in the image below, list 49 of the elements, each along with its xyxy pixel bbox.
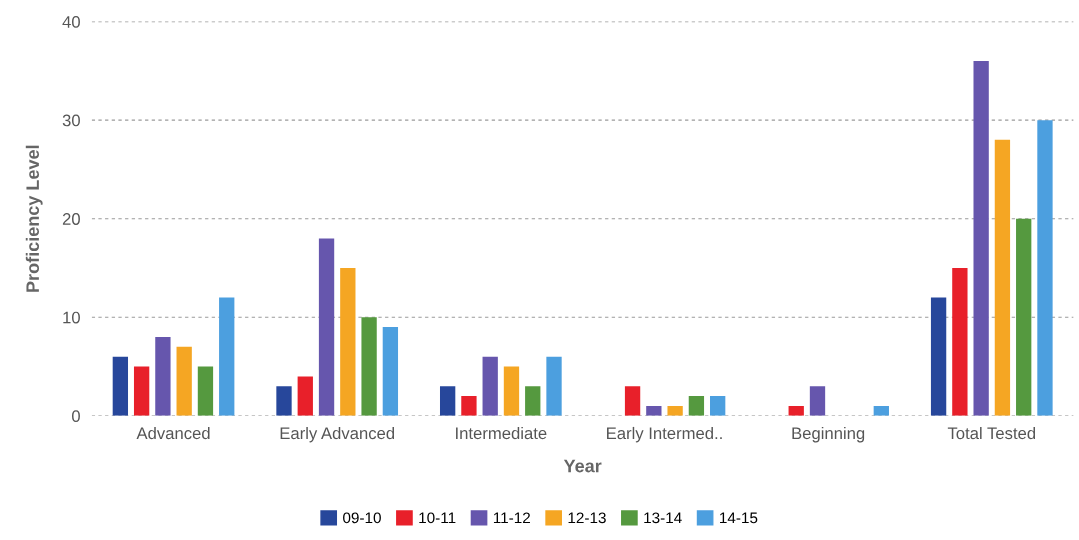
bar (952, 267, 968, 416)
y-tick-label: 0 (71, 410, 80, 422)
bar (439, 386, 456, 416)
bar (525, 386, 541, 416)
bar (112, 356, 129, 416)
bar (688, 396, 705, 416)
bar (994, 139, 1011, 416)
bar (546, 356, 562, 416)
bar (133, 366, 150, 416)
legend-label: 11-12 (493, 512, 530, 524)
y-axis-title: Proficiency Level (25, 145, 43, 292)
y-tick-label: 10 (63, 311, 80, 324)
bar (219, 297, 235, 416)
bar (930, 297, 947, 416)
bar (710, 396, 726, 416)
bar (318, 238, 335, 416)
x-tick-label: Early Advanced (280, 426, 395, 443)
bar (482, 356, 498, 416)
bar (155, 336, 171, 416)
bar (382, 327, 399, 416)
bar (461, 396, 477, 416)
bar (1037, 120, 1053, 416)
x-tick-label: Total Tested (947, 426, 1036, 440)
legend-label: 12-13 (568, 512, 606, 524)
x-tick-label: Intermediate (456, 426, 547, 440)
legend-label: 14-15 (720, 512, 758, 524)
bar (973, 61, 989, 416)
x-tick-label: Advanced (136, 426, 210, 440)
bar (340, 267, 356, 416)
y-tick-label: 30 (62, 114, 80, 127)
bar (1016, 218, 1032, 416)
y-tick-label: 40 (62, 16, 80, 28)
bar (276, 386, 292, 416)
x-axis-title: Year (563, 459, 602, 473)
legend-label: 13-14 (644, 512, 682, 524)
bar (176, 346, 192, 416)
bar (667, 405, 683, 416)
bar (503, 366, 520, 416)
legend-label: 09-10 (343, 512, 381, 524)
bar (361, 317, 377, 416)
bar (624, 386, 641, 416)
y-tick-label: 20 (62, 213, 80, 225)
bar (646, 405, 662, 416)
x-tick-label: Early Intermed.. (607, 426, 722, 443)
x-tick-label: Beginning (792, 426, 865, 443)
bar (809, 386, 826, 416)
legend-label: 10-11 (419, 512, 456, 524)
bar (197, 366, 214, 416)
bar (297, 376, 313, 416)
